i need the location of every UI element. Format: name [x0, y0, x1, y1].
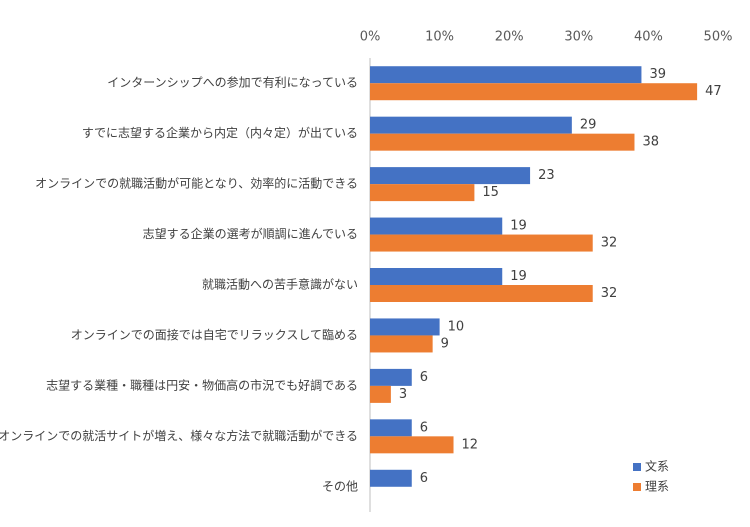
bar — [370, 234, 593, 252]
value-label: 3 — [399, 387, 407, 402]
value-label: 6 — [420, 471, 428, 486]
bar — [370, 268, 503, 285]
x-tick-label: 0% — [360, 30, 381, 45]
bar — [370, 436, 454, 454]
value-label: 15 — [482, 185, 499, 200]
value-label: 12 — [462, 437, 479, 452]
bar — [370, 368, 412, 386]
value-label: 23 — [538, 168, 555, 183]
legend-label: 理系 — [645, 480, 669, 494]
value-label: 32 — [601, 236, 618, 251]
bar — [370, 167, 531, 185]
bar — [370, 184, 475, 202]
bar — [370, 469, 412, 487]
bar — [370, 285, 593, 302]
value-label: 6 — [420, 420, 428, 435]
bar — [370, 116, 572, 134]
value-label: 29 — [580, 118, 597, 133]
bar — [370, 133, 635, 151]
y-tick-label: インターンシップへの参加で有利になっている — [107, 75, 358, 90]
y-tick-label: 志望する業種・職種は円安・物価高の市況でも好調である — [46, 377, 358, 392]
y-tick-label: オンラインでの面接では自宅でリラックスして臨める — [71, 327, 358, 342]
bar — [370, 83, 698, 101]
bar — [370, 419, 412, 437]
x-tick-label: 10% — [425, 30, 454, 45]
bar — [370, 217, 503, 235]
legend-swatch — [633, 483, 641, 491]
value-label: 19 — [510, 219, 527, 234]
value-label: 6 — [420, 370, 428, 385]
legend-label: 文系 — [645, 459, 669, 474]
legend-swatch — [633, 463, 641, 471]
value-label: 38 — [642, 135, 659, 150]
value-label: 47 — [705, 84, 722, 99]
bar — [370, 335, 433, 353]
y-tick-label: その他 — [322, 479, 358, 493]
value-label: 10 — [448, 319, 465, 334]
x-tick-label: 20% — [495, 30, 524, 45]
y-tick-label: オンラインでの就活サイトが増え、様々な方法で就職活動ができる — [0, 428, 358, 443]
y-tick-label: オンラインでの就職活動が可能となり、効率的に活動できる — [35, 176, 358, 191]
value-label: 19 — [510, 269, 527, 284]
value-label: 32 — [601, 286, 618, 301]
value-label: 39 — [649, 67, 666, 82]
x-tick-label: 30% — [564, 30, 593, 45]
y-tick-label: 就職活動への苦手意識がない — [202, 277, 358, 292]
bar — [370, 66, 642, 84]
bar — [370, 318, 440, 336]
y-tick-label: 志望する企業の選考が順調に進んでいる — [143, 226, 358, 241]
bar — [370, 385, 391, 403]
x-tick-label: 40% — [634, 30, 663, 45]
value-label: 9 — [441, 336, 449, 351]
y-tick-label: すでに志望する企業から内定（内々定）が出ている — [82, 125, 358, 140]
x-tick-label: 50% — [704, 30, 733, 45]
